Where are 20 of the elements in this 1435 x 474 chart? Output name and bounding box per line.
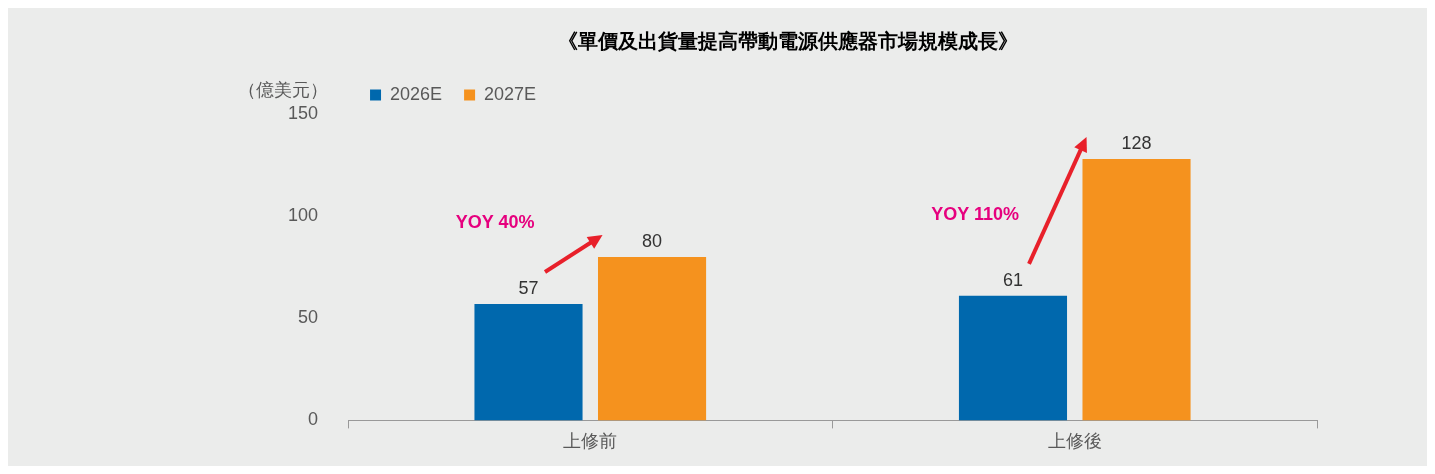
x-tick-label: 上修前 <box>563 431 618 452</box>
bar <box>598 256 707 421</box>
bar <box>958 295 1068 421</box>
x-tick-label: 上修後 <box>1047 431 1102 452</box>
y-tick-label: 0 <box>308 409 319 430</box>
data-label: 128 <box>1121 132 1152 153</box>
y-axis-title: （億美元） <box>238 79 328 100</box>
annotation: YOY 110% <box>931 203 1019 225</box>
bar <box>1082 158 1191 421</box>
legend-label: 2026E <box>390 83 443 104</box>
legend-label: 2027E <box>484 83 537 104</box>
annotation: YOY 40% <box>455 211 535 233</box>
data-label: 61 <box>1002 269 1023 290</box>
y-tick-label: 50 <box>298 307 319 328</box>
bar <box>474 303 583 421</box>
data-label: 80 <box>642 230 663 251</box>
y-tick-label: 100 <box>287 205 319 226</box>
y-tick-label: 150 <box>287 102 319 123</box>
data-label: 57 <box>518 277 539 298</box>
chart-title: 《單價及出貨量提高帶動電源供應器市場規模成長》 <box>557 29 1018 53</box>
